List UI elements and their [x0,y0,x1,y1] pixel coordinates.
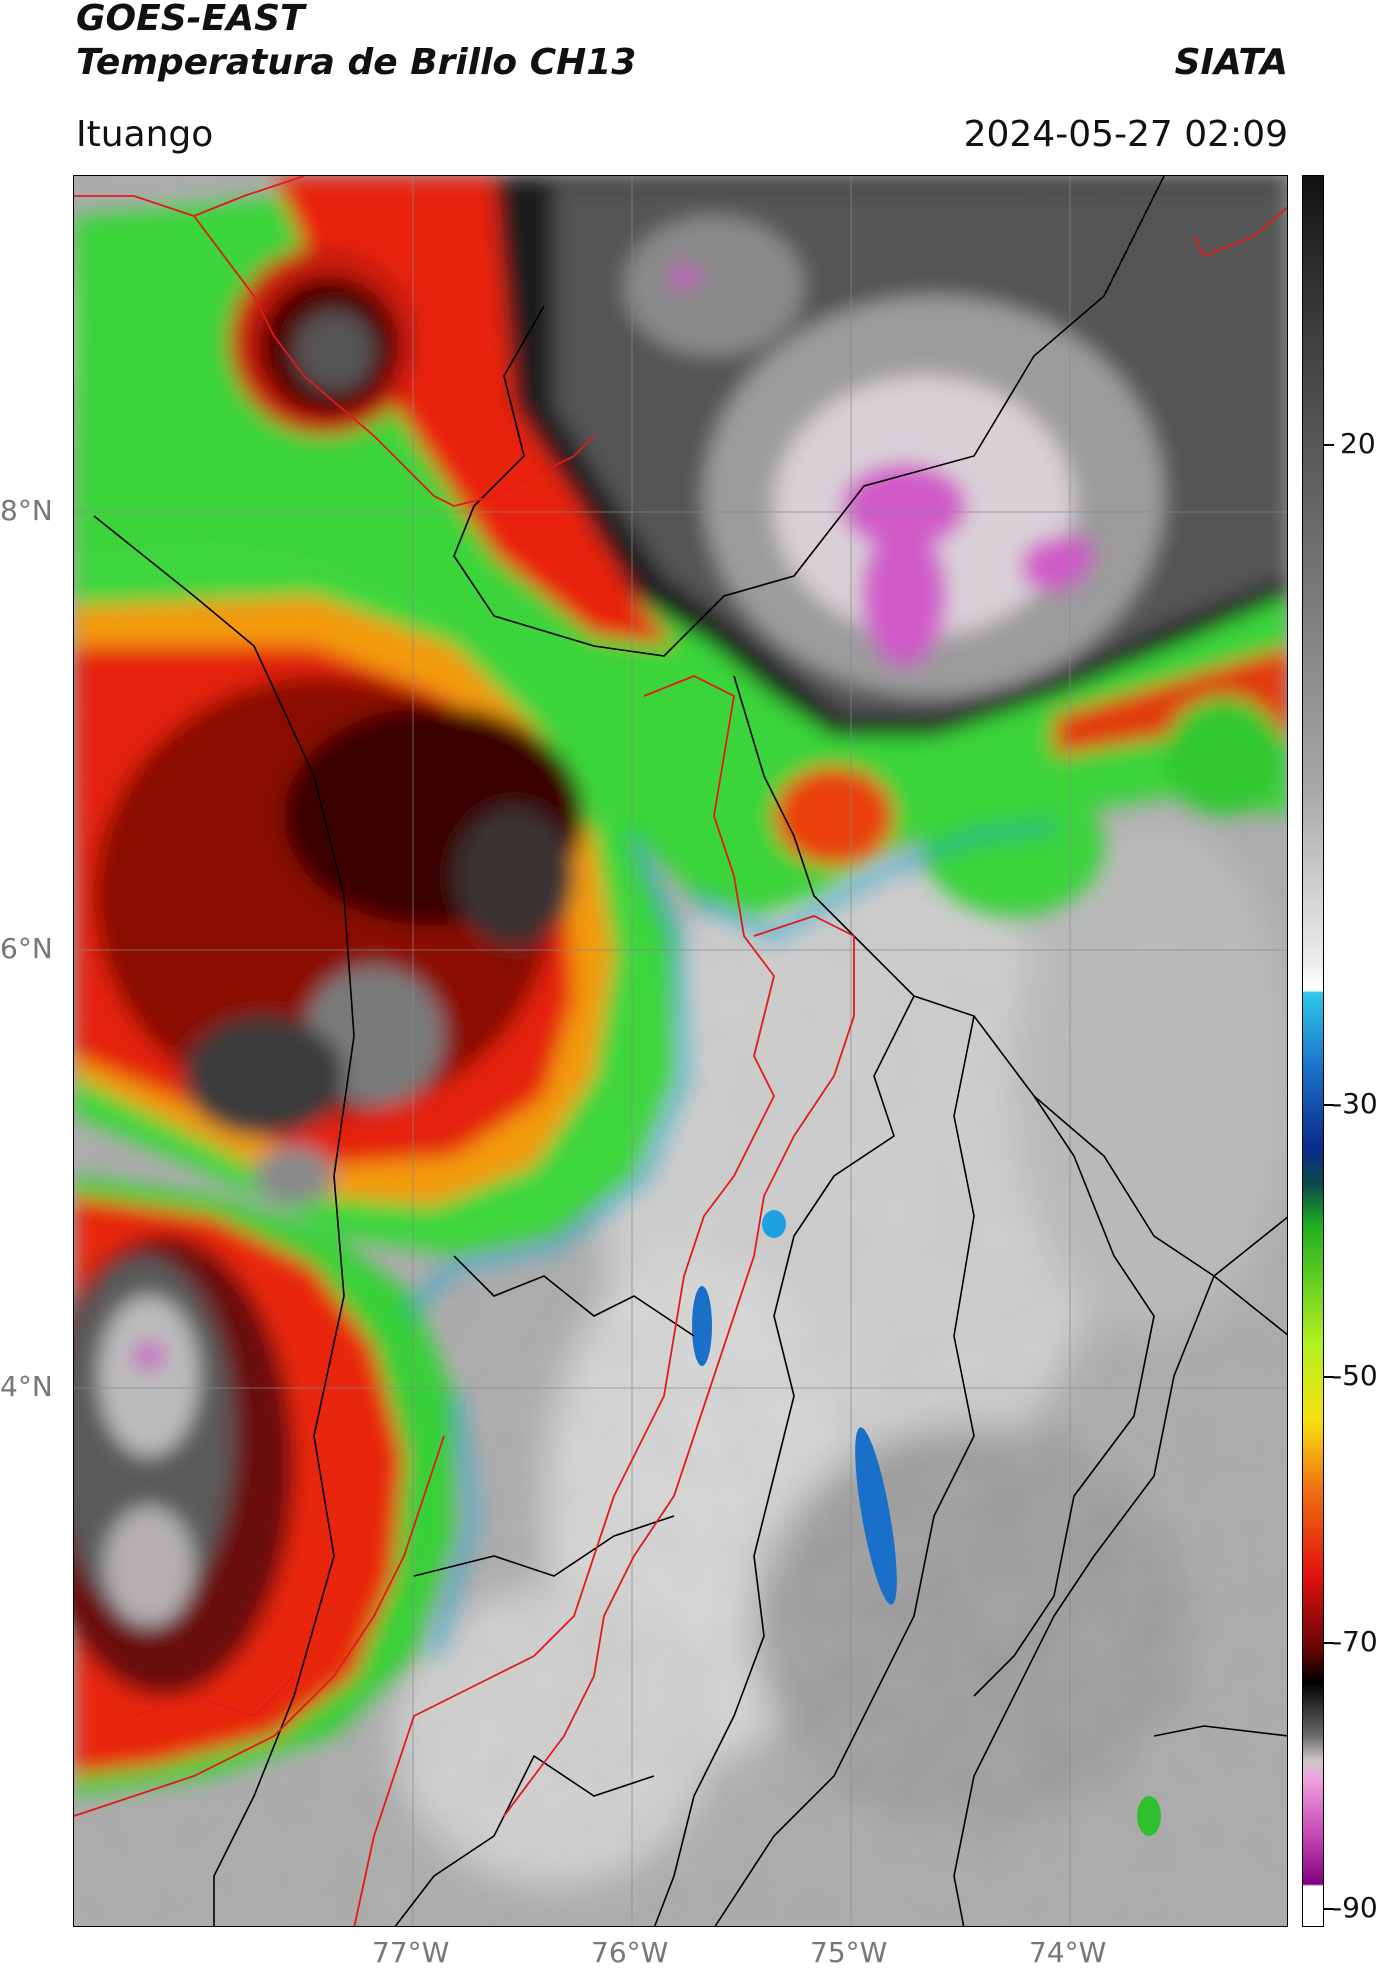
coldest-tops [135,264,1094,1368]
lat-label-4n: 4°N [0,1370,53,1403]
lon-label-76w: 76°W [591,1936,669,1969]
colorbar-tickmark-m50 [1324,1376,1334,1378]
cloud-edges [400,821,1055,1658]
satellite-title: GOES-EAST [76,0,305,39]
agency-label: SIATA [1174,42,1288,83]
location-label: Ituango [76,114,214,155]
map-svg [74,176,1287,1926]
product-title: Temperatura de Brillo CH13 [76,42,637,83]
colorbar-tickmark-m90 [1324,1908,1334,1910]
stripe-clouds [692,1210,1161,1836]
gridlines [74,176,1287,1926]
colorbar-label-m70: -70 [1332,1625,1378,1658]
country-borders [74,176,1287,1926]
colorbar-label-20: 20 [1340,427,1376,460]
colorbar-tickmark-m30 [1324,1104,1334,1106]
lat-label-8n: 8°N [0,494,53,527]
colorbar-label-m50: -50 [1332,1359,1378,1392]
colorbar-gradient [1303,176,1323,1926]
storm-systems [74,176,1287,1796]
colorbar [1302,175,1324,1927]
lon-label-75w: 75°W [810,1936,888,1969]
colorbar-tickmark-20 [1324,444,1334,446]
lon-label-77w: 77°W [372,1936,450,1969]
admin-borders [93,176,1287,1926]
colorbar-label-m30: -30 [1332,1087,1378,1120]
lat-label-6n: 6°N [0,932,53,965]
datetime-label: 2024-05-27 02:09 [963,114,1288,155]
colorbar-label-m90: -90 [1332,1891,1378,1924]
satellite-map [73,175,1288,1927]
lon-label-74w: 74°W [1029,1936,1107,1969]
colorbar-tickmark-m70 [1324,1642,1334,1644]
